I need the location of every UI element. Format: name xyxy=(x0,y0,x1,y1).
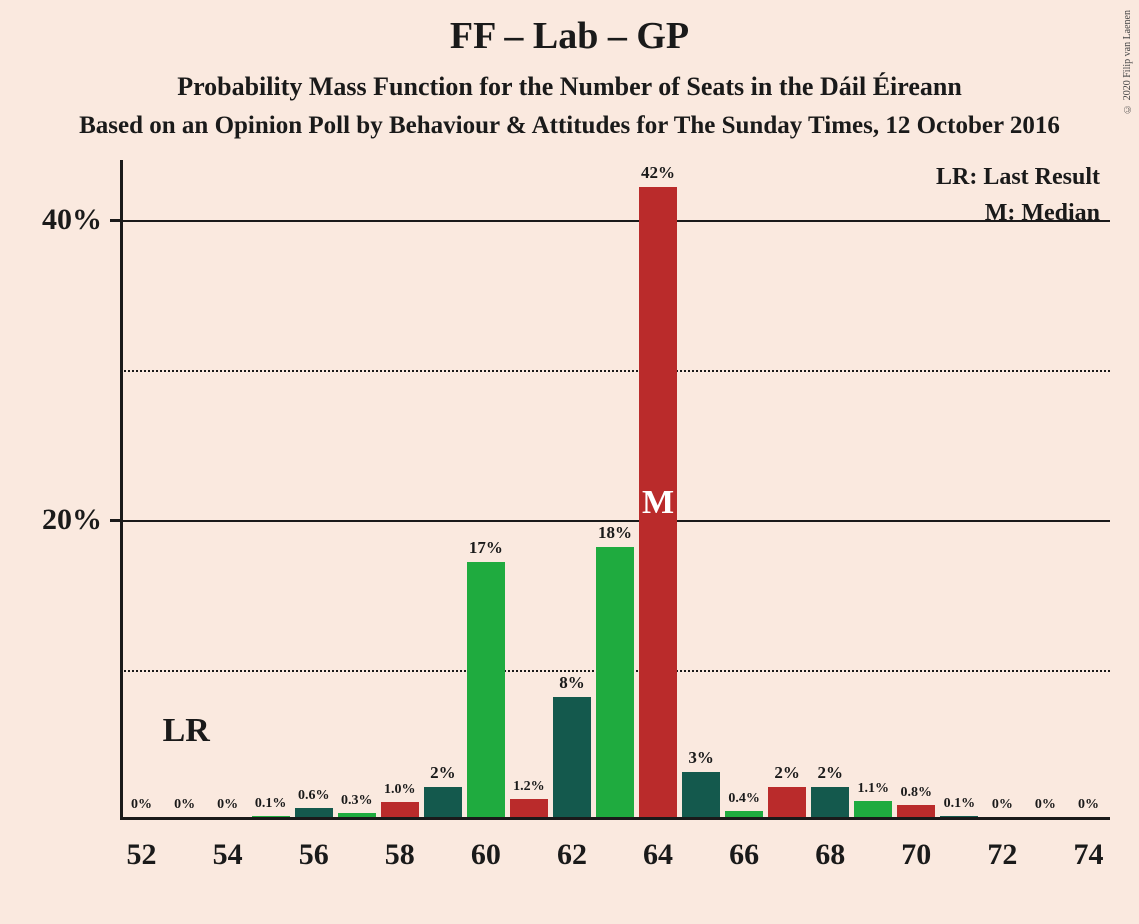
bar: 3% xyxy=(682,772,720,817)
x-tick-label: 58 xyxy=(385,838,415,872)
x-axis xyxy=(120,817,1110,820)
bar: 8% xyxy=(553,697,591,817)
bar: 0.4% xyxy=(725,811,763,817)
bar-value-label: 42% xyxy=(641,163,675,183)
bar-value-label: 0.8% xyxy=(901,785,933,801)
bar-value-label: 18% xyxy=(598,523,632,543)
x-tick-label: 54 xyxy=(213,838,243,872)
plot-area: 20%40%5254565860626466687072740%0%0%0.1%… xyxy=(120,160,1110,820)
chart-subtitle-1: Probability Mass Function for the Number… xyxy=(0,72,1139,102)
bar-value-label: 8% xyxy=(559,673,585,693)
bar-value-label: 1.1% xyxy=(858,781,890,797)
bar: 42%M xyxy=(639,187,677,817)
bar-value-label: 0% xyxy=(217,797,238,813)
bar: 0.1% xyxy=(252,816,290,818)
bar: 0.3% xyxy=(338,813,376,818)
bar: 0.1% xyxy=(940,816,978,818)
x-tick-label: 70 xyxy=(901,838,931,872)
y-tick-label: 40% xyxy=(42,203,102,237)
bar-value-label: 3% xyxy=(688,748,714,768)
bar-value-label: 2% xyxy=(817,763,843,783)
bar: 2% xyxy=(811,787,849,817)
x-tick-label: 72 xyxy=(987,838,1017,872)
x-tick-label: 56 xyxy=(299,838,329,872)
x-tick-label: 74 xyxy=(1073,838,1103,872)
bar: 1.0% xyxy=(381,802,419,817)
bar-value-label: 0.1% xyxy=(944,796,976,812)
y-axis xyxy=(120,160,123,820)
y-tick xyxy=(110,219,120,222)
bar-value-label: 1.2% xyxy=(513,779,545,795)
x-tick-label: 60 xyxy=(471,838,501,872)
bar: 17% xyxy=(467,562,505,817)
y-tick-label: 20% xyxy=(42,503,102,537)
bar-value-label: 1.0% xyxy=(384,782,416,798)
x-tick-label: 68 xyxy=(815,838,845,872)
chart-container: FF – Lab – GP Probability Mass Function … xyxy=(0,0,1139,924)
bar: 2% xyxy=(424,787,462,817)
x-tick-label: 66 xyxy=(729,838,759,872)
bar-value-label: 2% xyxy=(430,763,456,783)
bar-value-label: 0% xyxy=(174,797,195,813)
median-marker: M xyxy=(639,484,677,522)
legend-lr: LR: Last Result xyxy=(936,164,1100,191)
bar-value-label: 0.6% xyxy=(298,788,330,804)
bar-value-label: 0.1% xyxy=(255,796,287,812)
x-tick-label: 64 xyxy=(643,838,673,872)
bar: 0.8% xyxy=(897,805,935,817)
gridline-major xyxy=(120,520,1110,522)
bar-value-label: 17% xyxy=(469,538,503,558)
bar: 1.2% xyxy=(510,799,548,817)
gridline-minor xyxy=(120,370,1110,372)
chart-subtitle-2: Based on an Opinion Poll by Behaviour & … xyxy=(0,112,1139,140)
bar-value-label: 0% xyxy=(1078,797,1099,813)
bar-value-label: 0.4% xyxy=(728,791,760,807)
bar-value-label: 0% xyxy=(992,797,1013,813)
bar-value-label: 0% xyxy=(131,797,152,813)
bar: 2% xyxy=(768,787,806,817)
copyright-text: © 2020 Filip van Laenen xyxy=(1122,10,1133,114)
x-tick-label: 52 xyxy=(127,838,157,872)
bar-value-label: 0% xyxy=(1035,797,1056,813)
y-tick xyxy=(110,519,120,522)
bar-value-label: 0.3% xyxy=(341,793,373,809)
gridline-major xyxy=(120,220,1110,222)
chart-title: FF – Lab – GP xyxy=(0,0,1139,58)
x-tick-label: 62 xyxy=(557,838,587,872)
last-result-marker: LR xyxy=(163,712,210,750)
bar-value-label: 2% xyxy=(774,763,800,783)
bar: 1.1% xyxy=(854,801,892,818)
bar: 18% xyxy=(596,547,634,817)
bar: 0.6% xyxy=(295,808,333,817)
legend-m: M: Median xyxy=(985,200,1100,227)
